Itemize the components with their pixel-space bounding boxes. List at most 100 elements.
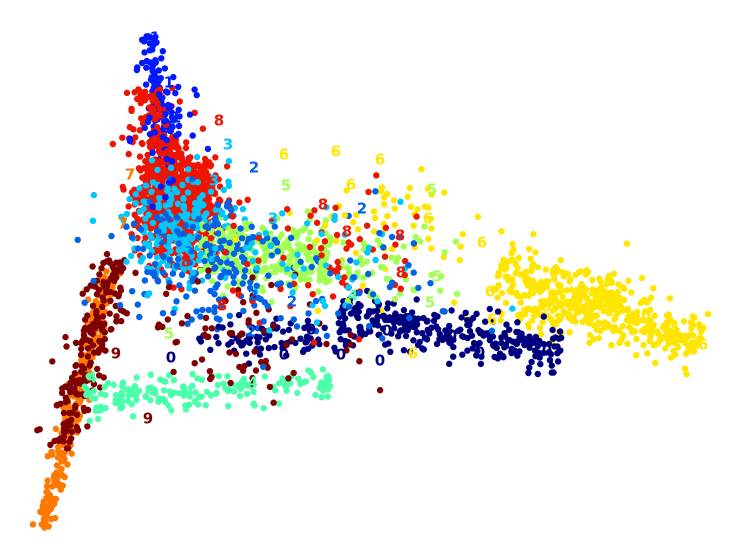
point-class-0: [397, 317, 403, 323]
point-class-7: [45, 477, 51, 483]
point-class-4: [215, 382, 221, 388]
point-class-6: [680, 334, 686, 340]
point-class-9: [289, 336, 295, 342]
point-class-6: [526, 246, 532, 252]
point-class-6: [451, 299, 457, 305]
point-class-8: [230, 223, 236, 229]
point-class-4: [216, 373, 222, 379]
point-class-6: [657, 337, 663, 343]
digit-label-6: 6: [698, 336, 708, 354]
point-class-7: [40, 505, 46, 511]
point-class-6: [518, 299, 524, 305]
point-class-4: [225, 403, 231, 409]
point-class-5: [380, 264, 386, 270]
point-class-6: [555, 313, 561, 319]
point-class-4: [276, 380, 282, 386]
point-class-9: [102, 336, 108, 342]
point-class-7: [48, 506, 54, 512]
point-class-6: [601, 308, 607, 314]
point-class-2: [131, 221, 137, 227]
point-class-3: [194, 154, 200, 160]
point-class-9: [323, 341, 329, 347]
point-class-1: [147, 59, 153, 65]
point-class-2: [411, 240, 417, 246]
digit-label-1: 1: [171, 109, 181, 127]
point-class-9: [229, 330, 235, 336]
point-class-6: [516, 255, 522, 261]
point-class-6: [640, 342, 646, 348]
point-class-9: [81, 405, 87, 411]
digit-label-0: 0: [475, 344, 485, 362]
point-class-1: [187, 111, 193, 117]
point-class-6: [602, 319, 608, 325]
point-class-9: [58, 435, 64, 441]
point-class-9: [66, 410, 72, 416]
point-class-6: [690, 313, 696, 319]
point-class-1: [149, 204, 155, 210]
point-class-8: [311, 207, 317, 213]
point-class-6: [526, 324, 532, 330]
point-class-3: [221, 187, 227, 193]
point-class-5: [292, 264, 298, 270]
point-class-9: [113, 313, 119, 319]
digit-label-6: 6: [375, 151, 385, 169]
point-class-4: [195, 401, 201, 407]
point-class-9: [69, 375, 75, 381]
point-class-2: [309, 264, 315, 270]
point-class-3: [147, 231, 153, 237]
point-class-9: [93, 311, 99, 317]
point-class-8: [124, 90, 130, 96]
point-class-0: [236, 312, 242, 318]
point-class-6: [457, 244, 463, 250]
cluster-class-7: [30, 266, 124, 531]
point-class-5: [306, 255, 312, 261]
point-class-1: [194, 92, 200, 98]
digit-label-6: 6: [487, 311, 497, 329]
point-class-2: [335, 310, 341, 316]
point-class-3: [180, 205, 186, 211]
point-class-3: [156, 195, 162, 201]
point-class-3: [123, 259, 129, 265]
point-class-6: [641, 329, 647, 335]
point-class-4: [224, 373, 230, 379]
digit-label-8: 8: [217, 297, 227, 315]
point-class-3: [143, 182, 149, 188]
point-class-3: [137, 209, 143, 215]
point-class-1: [175, 84, 181, 90]
point-class-3: [250, 258, 256, 264]
point-class-0: [239, 342, 245, 348]
point-class-6: [558, 288, 564, 294]
point-class-4: [83, 392, 89, 398]
point-class-8: [334, 232, 340, 238]
point-class-3: [180, 196, 186, 202]
point-class-1: [148, 77, 154, 83]
digit-label-2: 2: [287, 293, 297, 311]
point-class-2: [135, 301, 141, 307]
point-class-2: [327, 270, 333, 276]
point-class-6: [509, 276, 515, 282]
point-class-2: [129, 234, 135, 240]
digit-label-6: 6: [346, 176, 356, 194]
digit-label-0: 0: [306, 321, 316, 339]
point-class-0: [271, 344, 277, 350]
point-class-9: [97, 322, 103, 328]
point-class-6: [624, 241, 630, 247]
point-class-3: [252, 249, 258, 255]
point-class-3: [304, 220, 310, 226]
point-class-3: [266, 327, 272, 333]
point-class-2: [411, 269, 417, 275]
point-class-0: [356, 324, 362, 330]
point-class-9: [78, 346, 84, 352]
point-class-4: [295, 375, 301, 381]
point-class-0: [549, 327, 555, 333]
point-class-4: [134, 374, 140, 380]
point-class-2: [183, 222, 189, 228]
point-class-2: [380, 244, 386, 250]
point-class-0: [431, 312, 437, 318]
point-class-1: [156, 67, 162, 73]
point-class-4: [91, 388, 97, 394]
point-class-8: [222, 249, 228, 255]
point-class-1: [205, 146, 211, 152]
point-class-7: [68, 450, 74, 456]
point-class-0: [491, 354, 497, 360]
